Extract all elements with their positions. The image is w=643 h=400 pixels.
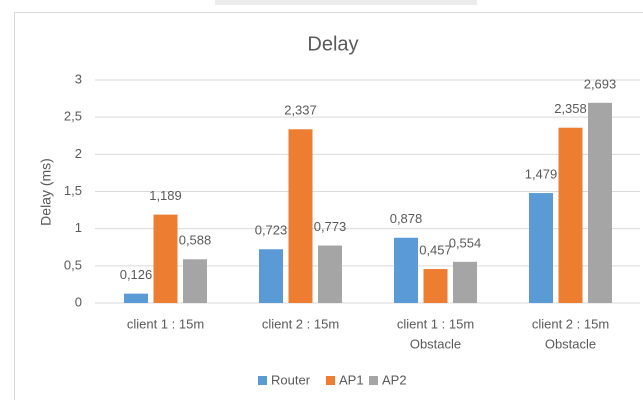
data-label: 1,189 — [149, 188, 182, 203]
y-axis-label: Delay (ms) — [38, 158, 54, 226]
x-tick-label: client 2 : 15m — [532, 316, 609, 331]
legend-swatch — [258, 376, 267, 385]
y-tick-label: 0 — [75, 294, 82, 309]
y-tick-label: 2 — [75, 146, 82, 161]
data-label: 1,479 — [525, 166, 558, 181]
bar — [423, 269, 448, 303]
y-tick-label: 1 — [75, 220, 82, 235]
y-tick-label: 1,5 — [64, 183, 82, 198]
data-label: 0,457 — [419, 242, 452, 257]
y-tick-label: 2,5 — [64, 109, 82, 124]
data-label: 0,773 — [314, 219, 347, 234]
chart-title: Delay — [307, 33, 358, 55]
x-tick-label: client 1 : 15m — [397, 316, 474, 331]
x-tick-label: Obstacle — [545, 336, 596, 351]
legend-label: Router — [271, 372, 311, 387]
y-tick-label: 0,5 — [64, 257, 82, 272]
bar — [124, 293, 148, 303]
bar — [183, 259, 207, 303]
x-tick-label: client 2 : 15m — [262, 316, 339, 331]
data-label: 2,693 — [584, 76, 617, 91]
legend-label: AP1 — [339, 372, 364, 387]
bar — [453, 261, 477, 303]
y-tick-label: 3 — [75, 71, 82, 86]
bar — [153, 214, 178, 303]
legend-swatch — [369, 376, 378, 385]
data-label: 0,878 — [390, 211, 423, 226]
x-tick-label: client 1 : 15m — [127, 316, 204, 331]
bar — [288, 129, 313, 303]
data-label: 2,337 — [284, 103, 317, 118]
bar — [529, 193, 553, 303]
x-tick-label: Obstacle — [410, 336, 461, 351]
data-label: 2,358 — [554, 101, 587, 116]
bar — [558, 127, 583, 303]
legend-swatch — [326, 376, 335, 385]
data-label: 0,723 — [255, 223, 288, 238]
bar — [259, 249, 283, 303]
top-tab — [215, 0, 477, 5]
data-label: 0,554 — [449, 235, 482, 250]
bar — [318, 245, 342, 303]
data-label: 0,588 — [179, 233, 212, 248]
data-label: 0,126 — [120, 267, 153, 282]
bar — [588, 102, 612, 303]
bar — [394, 237, 418, 303]
legend-label: AP2 — [382, 372, 407, 387]
